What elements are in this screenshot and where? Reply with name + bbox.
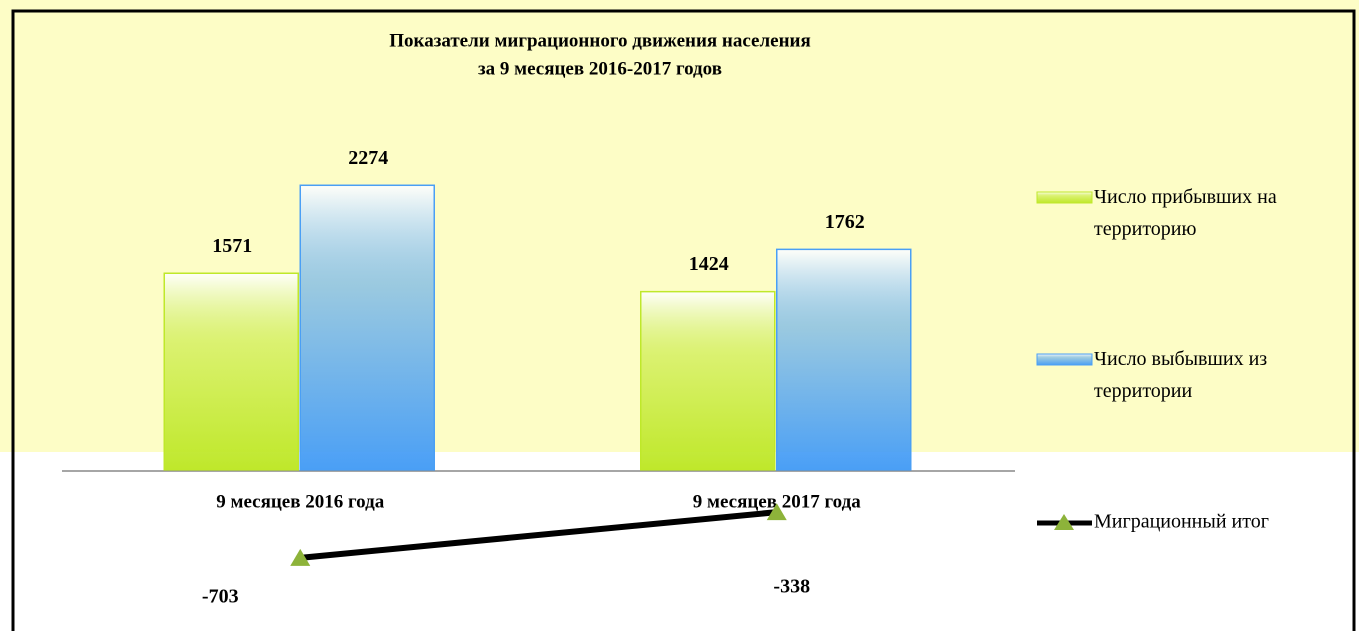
data-label: 1571 <box>212 235 252 257</box>
chart-title: Показатели миграционного движения населе… <box>389 30 811 51</box>
bar <box>299 184 435 471</box>
legend-swatch <box>1036 191 1093 204</box>
marker <box>290 548 311 566</box>
bar <box>640 290 776 471</box>
x-tick-label: 9 месяцев 2016 года <box>216 491 384 512</box>
legend-swatch <box>1054 514 1074 530</box>
data-label: 1762 <box>825 211 865 233</box>
legend-label: Число выбывших из территории <box>1094 348 1267 402</box>
data-label: 2274 <box>348 147 388 169</box>
x-tick-label: 9 месяцев 2017 года <box>693 491 861 512</box>
legend-label: Число прибывших на территорию <box>1094 186 1277 240</box>
data-label: -703 <box>202 586 239 608</box>
marker <box>766 503 787 521</box>
chart-title: за 9 месяцев 2016-2017 годов <box>478 58 722 79</box>
legend-swatch <box>1036 353 1093 366</box>
bar <box>776 248 912 471</box>
line <box>299 509 778 561</box>
frame <box>11 9 1356 631</box>
data-label: 1424 <box>689 253 729 275</box>
data-label: -338 <box>773 576 810 598</box>
legend-label: Миграционный итог <box>1094 511 1269 533</box>
bar <box>163 272 299 471</box>
